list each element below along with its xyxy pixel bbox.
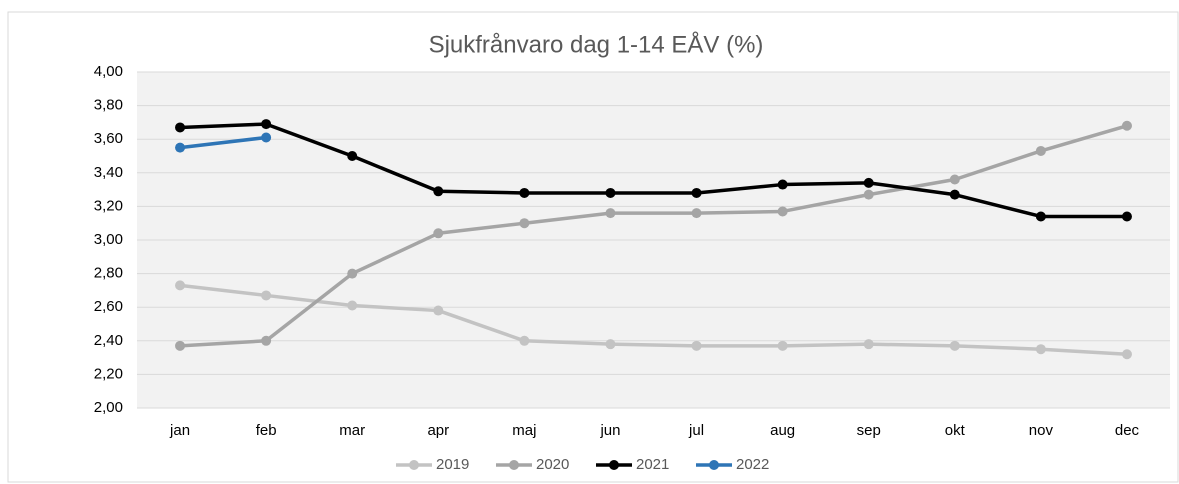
y-tick-label: 2,80 (94, 265, 123, 282)
data-point (1121, 349, 1132, 360)
chart-title: Sjukfrånvaro dag 1-14 EÅV (%) (429, 30, 764, 58)
data-point (347, 268, 358, 279)
data-point (691, 187, 702, 198)
x-tick-label: jul (688, 422, 704, 439)
data-point (1121, 211, 1132, 222)
series-line (179, 122, 1127, 219)
data-point (1035, 145, 1046, 156)
y-tick-label: 2,40 (94, 332, 123, 349)
data-point (1121, 120, 1132, 131)
data-point (175, 122, 186, 133)
legend-marker (609, 460, 619, 470)
data-point (261, 335, 272, 346)
data-point (175, 340, 186, 351)
data-point (261, 119, 272, 130)
data-point (175, 142, 186, 153)
legend-marker (409, 460, 419, 470)
data-point (261, 290, 272, 301)
y-tick-label: 2,00 (94, 399, 123, 416)
legend-label: 2021 (636, 456, 669, 473)
data-point (519, 187, 530, 198)
x-tick-label: nov (1029, 422, 1054, 439)
data-point (949, 189, 960, 200)
x-tick-label: mar (339, 422, 365, 439)
x-tick-label: feb (256, 422, 277, 439)
data-point (347, 300, 358, 311)
legend-marker (509, 460, 519, 470)
data-point (777, 206, 788, 217)
data-point (347, 151, 358, 161)
x-tick-label: dec (1115, 422, 1140, 439)
data-point (605, 208, 616, 219)
data-point (777, 340, 788, 351)
y-tick-label: 3,80 (94, 97, 123, 114)
x-tick-label: jan (169, 422, 190, 439)
data-point (691, 208, 702, 219)
data-point (433, 186, 444, 197)
x-tick-label: aug (770, 422, 795, 439)
y-tick-label: 4,00 (94, 63, 123, 80)
data-point (949, 340, 960, 351)
data-point (1035, 211, 1046, 222)
y-tick-label: 3,60 (94, 130, 123, 147)
series-line (179, 135, 267, 150)
y-tick-label: 3,00 (94, 231, 123, 248)
data-point (949, 174, 960, 185)
legend-label: 2022 (736, 456, 769, 473)
data-point (433, 305, 444, 316)
data-point (433, 228, 444, 239)
data-point (519, 218, 530, 229)
data-point (863, 177, 874, 188)
data-point (519, 335, 530, 346)
data-point (261, 132, 272, 143)
y-tick-label: 3,20 (94, 197, 123, 214)
legend-marker (709, 460, 719, 470)
data-point (777, 179, 788, 190)
legend-label: 2020 (536, 456, 569, 473)
x-tick-label: okt (945, 422, 966, 439)
x-tick-label: apr (427, 422, 449, 439)
x-tick-label: jun (599, 422, 620, 439)
data-point (175, 280, 186, 291)
data-point (1035, 344, 1046, 355)
data-point (863, 189, 874, 200)
y-tick-label: 2,20 (94, 365, 123, 382)
x-tick-label: sep (857, 422, 881, 439)
x-tick-label: maj (512, 422, 536, 439)
data-point (691, 340, 702, 351)
data-point (863, 339, 874, 350)
y-tick-label: 3,40 (94, 164, 123, 181)
y-tick-label: 2,60 (94, 298, 123, 315)
series-line (179, 283, 1128, 356)
series-line (179, 124, 1128, 348)
legend-label: 2019 (436, 456, 469, 473)
data-point (605, 187, 616, 198)
data-point (605, 339, 616, 350)
